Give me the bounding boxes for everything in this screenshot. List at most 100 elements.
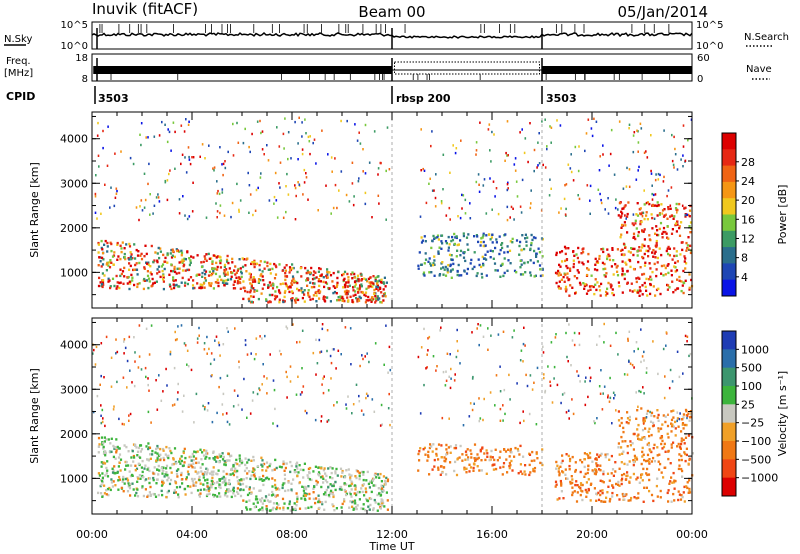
- range-cell: [513, 329, 515, 332]
- range-cell: [455, 147, 458, 150]
- range-cell: [250, 286, 253, 289]
- range-cell: [637, 234, 640, 238]
- range-cell: [166, 473, 169, 477]
- range-cell: [168, 273, 171, 276]
- range-cell: [584, 472, 587, 476]
- range-cell: [530, 189, 532, 192]
- range-cell: [617, 353, 619, 356]
- range-cell: [640, 390, 642, 394]
- range-cell: [265, 298, 268, 301]
- range-cell: [332, 291, 335, 295]
- range-cell: [578, 145, 580, 148]
- range-cell: [119, 244, 122, 247]
- range-cell: [96, 217, 98, 220]
- range-cell: [205, 452, 208, 455]
- range-cell: [687, 236, 690, 239]
- range-cell: [567, 454, 570, 458]
- range-cell: [484, 244, 487, 247]
- range-cell: [339, 485, 342, 489]
- range-cell: [433, 465, 436, 468]
- range-cell: [291, 279, 294, 283]
- range-cell: [505, 458, 508, 461]
- range-cell: [132, 460, 135, 463]
- range-cell: [103, 243, 106, 246]
- range-cell: [621, 207, 624, 210]
- range-cell: [652, 456, 655, 460]
- range-cell: [121, 422, 124, 426]
- range-cell: [424, 453, 427, 456]
- range-cell: [434, 196, 437, 200]
- nsearch-label: N.Search: [744, 32, 789, 43]
- range-cell: [573, 343, 576, 347]
- range-cell: [180, 455, 183, 458]
- range-cell: [620, 421, 623, 425]
- range-cell: [558, 211, 560, 214]
- range-cell: [259, 176, 262, 179]
- range-cell: [339, 467, 343, 470]
- range-cell: [133, 243, 136, 246]
- range-cell: [587, 454, 590, 457]
- range-cell: [290, 464, 293, 468]
- range-cell: [171, 248, 174, 251]
- range-cell: [418, 450, 421, 453]
- range-cell: [161, 472, 164, 475]
- range-cell: [676, 411, 679, 414]
- range-cell: [620, 461, 623, 464]
- range-cell: [291, 275, 295, 278]
- range-cell: [662, 445, 666, 449]
- range-cell: [318, 474, 321, 477]
- range-cell: [223, 263, 227, 267]
- range-cell: [323, 299, 326, 302]
- range-cell: [427, 450, 430, 454]
- range-cell: [386, 508, 389, 511]
- range-cell: [367, 299, 370, 302]
- range-cell: [493, 463, 496, 466]
- range-cell: [334, 286, 337, 289]
- range-cell: [142, 494, 145, 498]
- range-cell: [612, 474, 615, 477]
- range-cell: [300, 497, 303, 500]
- range-cell: [369, 283, 372, 286]
- range-cell: [163, 475, 166, 478]
- range-cell: [567, 163, 570, 166]
- range-cell: [385, 476, 388, 480]
- range-cell: [106, 241, 109, 245]
- range-cell: [349, 484, 352, 487]
- range-cell: [558, 474, 561, 477]
- range-cell: [278, 465, 281, 468]
- range-cell: [478, 263, 481, 267]
- range-cell: [662, 226, 666, 230]
- range-cell: [334, 157, 336, 160]
- range-cell: [362, 507, 365, 511]
- range-cell: [169, 252, 172, 255]
- range-cell: [639, 122, 642, 125]
- range-cell: [205, 216, 208, 219]
- range-cell: [105, 335, 108, 339]
- range-cell: [526, 236, 529, 239]
- range-cell: [318, 267, 321, 270]
- range-cell: [465, 471, 468, 474]
- range-cell: [587, 252, 590, 256]
- range-cell: [686, 416, 688, 420]
- range-cell: [147, 459, 151, 462]
- range-cell: [205, 494, 209, 498]
- range-cell: [603, 341, 605, 344]
- range-cell: [649, 420, 653, 423]
- range-cell: [494, 246, 497, 250]
- range-cell: [134, 257, 137, 260]
- range-cell: [620, 482, 623, 486]
- range-cell: [487, 128, 490, 131]
- range-cell: [362, 170, 364, 173]
- range-cell: [383, 276, 386, 279]
- range-cell: [602, 500, 605, 503]
- range-cell: [590, 274, 593, 277]
- range-cell: [371, 296, 374, 299]
- range-cell: [635, 458, 639, 461]
- range-cell: [144, 198, 147, 202]
- range-cell: [588, 285, 592, 288]
- range-cell: [654, 294, 657, 297]
- range-cell: [329, 476, 332, 479]
- range-cell: [145, 279, 149, 282]
- range-cell: [566, 276, 569, 279]
- range-cell: [250, 262, 253, 266]
